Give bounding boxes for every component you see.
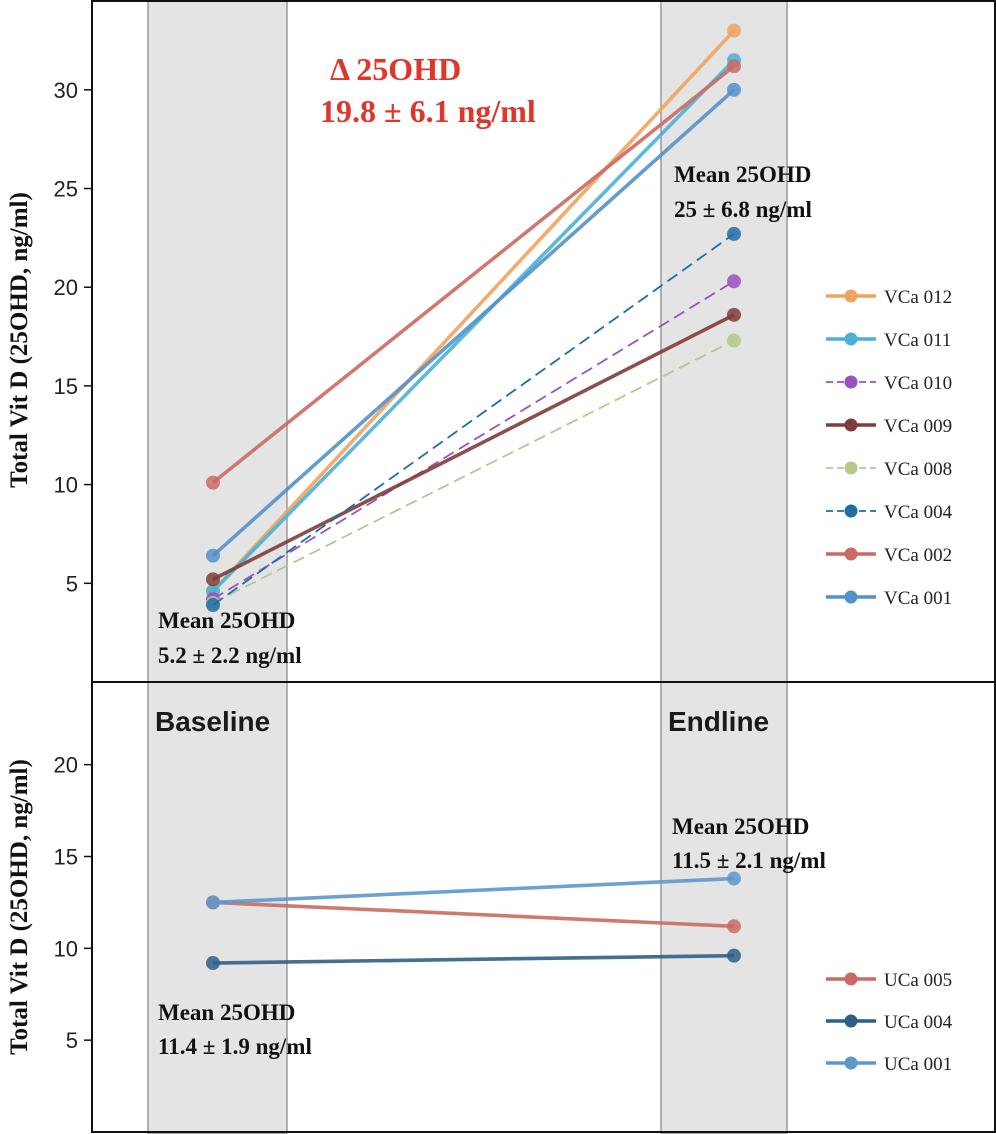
top-y-axis: 5 10 15 20 25 30 (54, 78, 92, 596)
data-point-uca-001 (206, 895, 220, 910)
legend-label-vca-010: VCa 010 (884, 373, 952, 394)
legend-label-vca-011: VCa 011 (884, 330, 951, 351)
bottom-y-axis-title: Total Vit D (25OHD, ng/ml) (6, 759, 33, 1055)
data-point-vca-009 (727, 307, 741, 322)
top-baseline-mean-title: Mean 25OHD (158, 608, 295, 633)
series-line-uca-004 (212, 953, 735, 965)
bottom-endline-mean-value: 11.5 ± 2.1 ng/ml (672, 848, 826, 873)
bottom-panel-frame (91, 681, 996, 1133)
series-line-vca-012 (211, 29, 736, 593)
data-point-uca-004 (727, 948, 741, 963)
data-point-uca-001 (727, 871, 741, 886)
series-line-vca-004 (212, 233, 735, 606)
baseline-label: Baseline (155, 706, 270, 737)
series-line-uca-005 (212, 900, 735, 929)
legend-marker-vca-009 (844, 418, 858, 432)
data-point-vca-002 (727, 59, 741, 74)
legend-marker-uca-004 (844, 1014, 858, 1028)
y-tick-label: 20 (54, 753, 78, 778)
y-tick-label: 15 (54, 844, 78, 869)
legend-label-vca-002: VCa 002 (884, 545, 952, 566)
data-point-vca-004 (727, 226, 741, 241)
delta-title: Δ 25OHD (330, 51, 461, 87)
legend-marker-vca-010 (844, 375, 858, 389)
legend-marker-vca-004 (844, 504, 858, 518)
endline-label: Endline (668, 706, 769, 737)
legend-marker-vca-008 (844, 461, 858, 475)
series-line-vca-008 (212, 339, 735, 604)
data-point-vca-010 (727, 274, 741, 289)
data-point-uca-005 (727, 919, 741, 934)
top-series-group (206, 23, 741, 613)
data-point-vca-012 (727, 23, 741, 38)
data-point-vca-004 (206, 598, 220, 613)
series-line-vca-010 (212, 280, 735, 600)
top-endline-mean-value: 25 ± 6.8 ng/ml (674, 197, 812, 222)
legend-marker-uca-005 (844, 972, 858, 986)
legend-label-vca-009: VCa 009 (884, 416, 952, 437)
bottom-baseline-mean-title: Mean 25OHD (158, 1000, 295, 1025)
data-point-vca-002 (206, 475, 220, 490)
legend-label-uca-001: UCa 001 (884, 1054, 952, 1075)
y-tick-label: 10 (54, 936, 78, 961)
top-endline-mean-title: Mean 25OHD (674, 162, 811, 187)
legend-marker-vca-011 (844, 332, 858, 346)
top-legend: VCa 012 VCa 011 VCa 010 VCa 009 VCa 008 VCa 0… (826, 287, 953, 609)
y-tick-label: 30 (54, 78, 78, 103)
y-tick-label: 20 (54, 275, 78, 300)
legend-marker-vca-002 (844, 547, 858, 561)
data-point-vca-009 (206, 572, 220, 587)
legend-label-vca-001: VCa 001 (884, 588, 952, 609)
bottom-legend: UCa 005 UCa 004 UCa 001 (826, 970, 953, 1075)
series-line-uca-001 (212, 876, 735, 905)
top-y-axis-title: Total Vit D (25OHD, ng/ml) (6, 192, 33, 488)
endline-band (660, 0, 788, 1134)
y-tick-label: 15 (54, 374, 78, 399)
bottom-baseline-mean-value: 11.4 ± 1.9 ng/ml (158, 1034, 312, 1059)
y-tick-label: 10 (54, 473, 78, 498)
legend-label-uca-004: UCa 004 (884, 1012, 953, 1033)
bottom-y-axis: 5 10 15 20 (54, 753, 92, 1053)
legend-label-vca-008: VCa 008 (884, 459, 952, 480)
legend-label-vca-004: VCa 004 (884, 502, 953, 523)
series-line-vca-009 (212, 313, 735, 581)
y-tick-label: 5 (66, 571, 78, 596)
y-tick-label: 25 (54, 177, 78, 202)
legend-marker-vca-001 (844, 590, 858, 604)
bottom-endline-mean-title: Mean 25OHD (672, 814, 809, 839)
legend-label-vca-012: VCa 012 (884, 287, 952, 308)
data-point-vca-008 (727, 333, 741, 348)
series-line-vca-002 (211, 64, 736, 485)
legend-label-uca-005: UCa 005 (884, 970, 952, 991)
data-point-vca-001 (727, 82, 741, 97)
baseline-band (147, 0, 288, 1134)
bottom-series-group (206, 871, 741, 971)
y-tick-label: 5 (66, 1028, 78, 1053)
delta-value: 19.8 ± 6.1 ng/ml (320, 93, 536, 129)
data-point-uca-004 (206, 956, 220, 971)
legend-marker-uca-001 (844, 1056, 858, 1070)
data-point-vca-001 (206, 548, 220, 563)
top-baseline-mean-value: 5.2 ± 2.2 ng/ml (158, 643, 302, 668)
series-line-vca-001 (211, 88, 736, 558)
legend-marker-vca-012 (844, 289, 858, 303)
series-line-vca-011 (211, 58, 736, 593)
